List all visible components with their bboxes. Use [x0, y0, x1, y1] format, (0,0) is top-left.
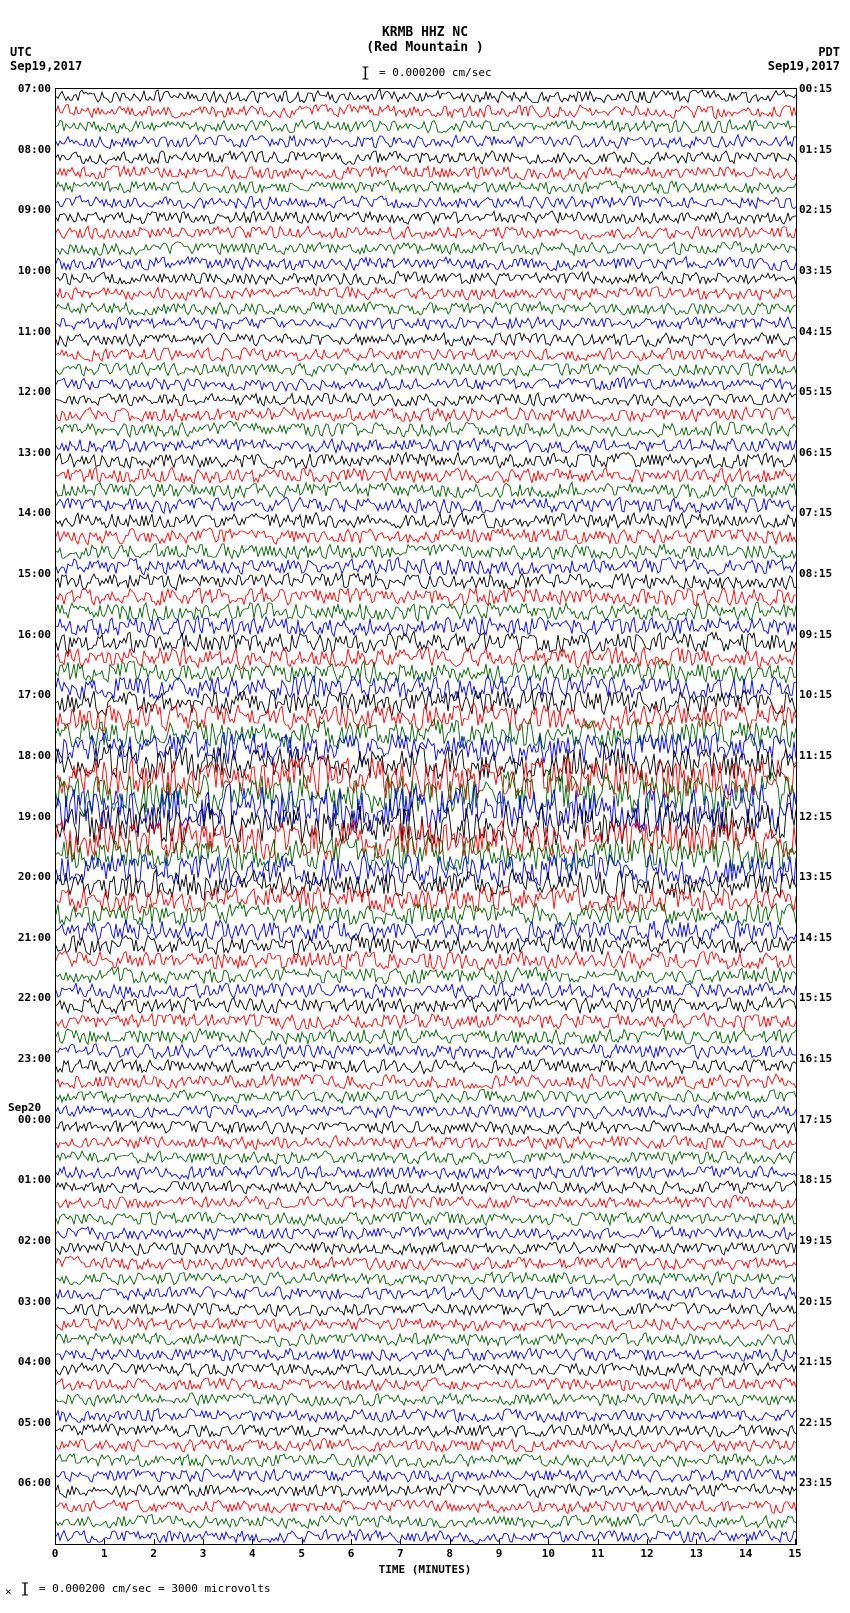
x-tick-label: 10	[542, 1547, 555, 1560]
pdt-hour-label: 11:15	[799, 750, 832, 761]
pdt-hour-label: 19:15	[799, 1235, 832, 1246]
station-code: KRMB HHZ NC	[0, 25, 850, 40]
x-tick-label: 11	[591, 1547, 604, 1560]
x-tick-label: 2	[150, 1547, 157, 1560]
utc-hour-label: 06:00	[18, 1477, 51, 1488]
helicorder-container: KRMB HHZ NC (Red Mountain ) = 0.000200 c…	[0, 0, 850, 1613]
pdt-hour-label: 01:15	[799, 144, 832, 155]
x-tick-label: 9	[496, 1547, 503, 1560]
x-tick-label: 12	[640, 1547, 653, 1560]
utc-hour-label: 20:00	[18, 871, 51, 882]
trace-row	[56, 1529, 796, 1544]
utc-hour-label: 17:00	[18, 689, 51, 700]
utc-hour-label: 22:00	[18, 992, 51, 1003]
utc-hour-label: 23:00	[18, 1053, 51, 1064]
footer-scale: × = 0.000200 cm/sec = 3000 microvolts	[5, 1581, 271, 1598]
x-tick-label: 13	[690, 1547, 703, 1560]
helicorder-plot	[55, 88, 797, 1545]
pdt-hour-label: 23:15	[799, 1477, 832, 1488]
utc-hour-label: 16:00	[18, 629, 51, 640]
pdt-hour-label: 14:15	[799, 932, 832, 943]
pdt-hour-label: 16:15	[799, 1053, 832, 1064]
pdt-hour-label: 12:15	[799, 811, 832, 822]
utc-hour-label: 18:00	[18, 750, 51, 761]
pdt-hour-label: 15:15	[799, 992, 832, 1003]
utc-hour-label: 12:00	[18, 386, 51, 397]
pdt-hour-label: 08:15	[799, 568, 832, 579]
utc-hour-label: 04:00	[18, 1356, 51, 1367]
tz-right-date: Sep19,2017	[768, 59, 840, 73]
utc-hour-label: 09:00	[18, 204, 51, 215]
pdt-hour-label: 10:15	[799, 689, 832, 700]
utc-hour-label: 01:00	[18, 1174, 51, 1185]
x-tick-label: 1	[101, 1547, 108, 1560]
footer-text: = 0.000200 cm/sec = 3000 microvolts	[39, 1582, 271, 1595]
scale-text: = 0.000200 cm/sec	[379, 66, 492, 79]
pdt-hour-label: 09:15	[799, 629, 832, 640]
x-tick-label: 6	[348, 1547, 355, 1560]
utc-hour-label: 15:00	[18, 568, 51, 579]
pdt-hour-label: 07:15	[799, 507, 832, 518]
pdt-hour-label: 17:15	[799, 1114, 832, 1125]
pdt-hour-label: 06:15	[799, 447, 832, 458]
utc-hour-label: 19:00	[18, 811, 51, 822]
utc-hour-label: 10:00	[18, 265, 51, 276]
pdt-hour-label: 03:15	[799, 265, 832, 276]
utc-hour-label: 13:00	[18, 447, 51, 458]
x-tick-label: 8	[446, 1547, 453, 1560]
utc-hour-label: 21:00	[18, 932, 51, 943]
utc-hour-label: 11:00	[18, 326, 51, 337]
chart-header: KRMB HHZ NC (Red Mountain )	[0, 25, 850, 55]
utc-hour-label: 08:00	[18, 144, 51, 155]
utc-hour-label: 02:00	[18, 1235, 51, 1246]
x-tick-label: 14	[739, 1547, 752, 1560]
x-tick-label: 3	[200, 1547, 207, 1560]
timezone-right: PDT Sep19,2017	[768, 45, 840, 73]
pdt-hour-label: 20:15	[799, 1296, 832, 1307]
pdt-hour-label: 00:15	[799, 83, 832, 94]
utc-hour-label: 14:00	[18, 507, 51, 518]
station-name: (Red Mountain )	[0, 40, 850, 55]
utc-hour-label: 05:00	[18, 1417, 51, 1428]
x-tick-label: 7	[397, 1547, 404, 1560]
utc-hour-label: 07:00	[18, 83, 51, 94]
pdt-hour-label: 18:15	[799, 1174, 832, 1185]
utc-hour-label: 00:00	[18, 1114, 51, 1125]
x-axis-label: TIME (MINUTES)	[55, 1563, 795, 1576]
pdt-hour-label: 22:15	[799, 1417, 832, 1428]
utc-hour-labels: 07:0008:0009:0010:0011:0012:0013:0014:00…	[0, 88, 53, 1543]
pdt-hour-label: 04:15	[799, 326, 832, 337]
pdt-hour-label: 13:15	[799, 871, 832, 882]
tz-left-label: UTC	[10, 45, 82, 59]
pdt-hour-label: 02:15	[799, 204, 832, 215]
timezone-left: UTC Sep19,2017	[10, 45, 82, 73]
utc-hour-label: 03:00	[18, 1296, 51, 1307]
tz-right-label: PDT	[768, 45, 840, 59]
pdt-hour-label: 21:15	[799, 1356, 832, 1367]
pdt-hour-labels: 00:1501:1502:1503:1504:1505:1506:1507:15…	[797, 88, 850, 1543]
x-tick-label: 15	[788, 1547, 801, 1560]
x-tick-label: 5	[298, 1547, 305, 1560]
tz-left-date: Sep19,2017	[10, 59, 82, 73]
x-tick-label: 4	[249, 1547, 256, 1560]
x-tick-label: 0	[52, 1547, 59, 1560]
day-change-label: Sep20	[8, 1101, 41, 1114]
pdt-hour-label: 05:15	[799, 386, 832, 397]
